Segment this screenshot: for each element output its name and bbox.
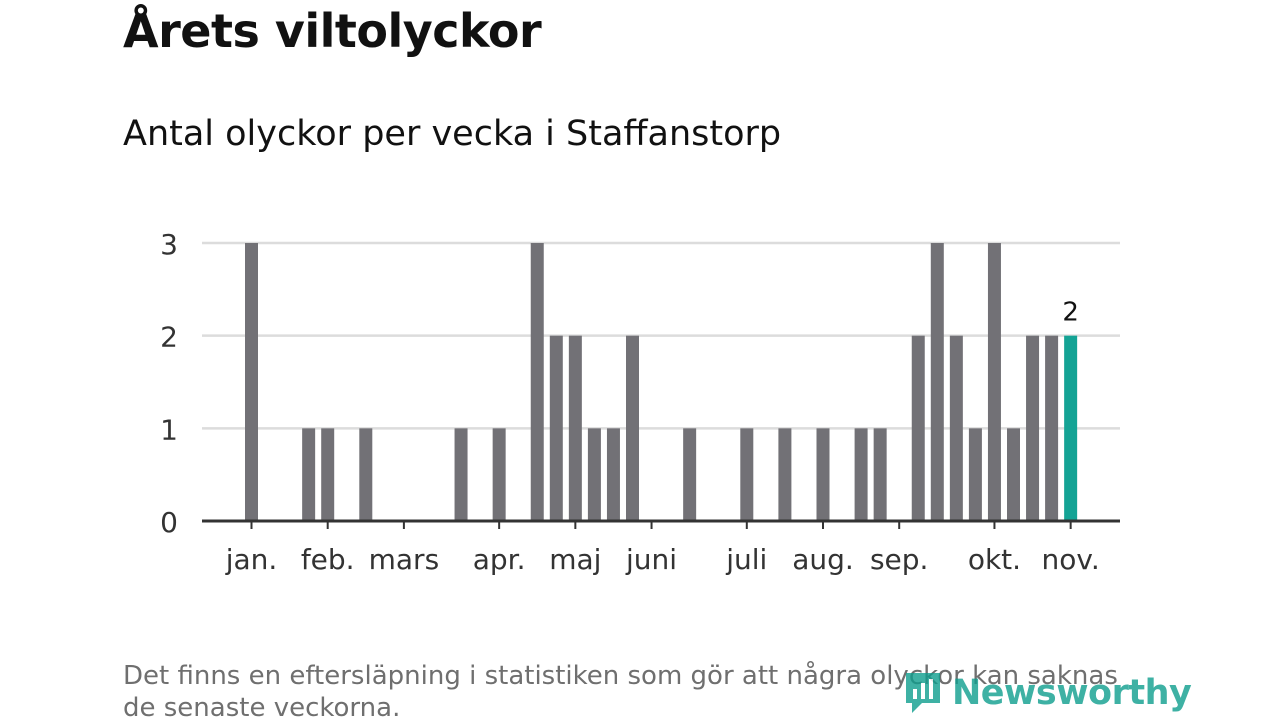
bar — [930, 243, 944, 521]
data-labels: 2 — [1062, 298, 1079, 328]
footnote: Det finns en eftersläpning i statistiken… — [123, 661, 1118, 720]
x-tick-label: juni — [625, 543, 677, 576]
bar — [530, 243, 544, 521]
bar — [321, 428, 335, 521]
bar — [568, 335, 582, 521]
bar — [778, 428, 792, 521]
x-tick-label: sep. — [870, 543, 929, 576]
bar — [873, 428, 887, 521]
bar — [1045, 335, 1059, 521]
bar — [302, 428, 316, 521]
bar — [626, 335, 639, 521]
bar — [1007, 428, 1020, 521]
bar — [683, 428, 697, 521]
x-tick-label: feb. — [301, 543, 355, 576]
data-label-highlight: 2 — [1062, 298, 1079, 328]
bar — [854, 428, 868, 521]
bar-chart: 0 1 2 3 jan. feb. mars apr. maj juni juli aug. sep.… — [160, 228, 1120, 576]
page-title: Årets viltolyckor — [123, 4, 542, 58]
bar-highlight — [1064, 335, 1078, 521]
bar — [1026, 335, 1040, 521]
bar — [816, 428, 830, 521]
bar — [740, 428, 754, 521]
y-tick-label-0: 0 — [160, 506, 178, 539]
x-tick-label: aug. — [792, 543, 854, 576]
x-tick-label: juli — [725, 543, 767, 576]
x-tick-label: okt. — [968, 543, 1021, 576]
newsworthy-logo: Newsworthy — [902, 668, 1192, 718]
y-tick-label-2: 2 — [160, 321, 178, 354]
x-tick-label: nov. — [1042, 543, 1100, 576]
bars — [245, 243, 1078, 521]
newsworthy-logo-text: Newsworthy — [952, 673, 1192, 713]
bar — [987, 243, 1001, 521]
x-axis-ticks: jan. feb. mars apr. maj juni juli aug. sep. okt. n… — [225, 521, 1100, 576]
y-tick-label-1: 1 — [160, 413, 178, 446]
gridlines — [202, 241, 1120, 430]
x-tick-label: mars — [369, 543, 440, 576]
x-tick-label: maj — [549, 543, 601, 576]
bar — [911, 335, 925, 521]
bar — [549, 335, 563, 521]
y-tick-label-3: 3 — [160, 228, 178, 261]
chart-subtitle: Antal olyckor per vecka i Staffanstorp — [123, 114, 782, 154]
bar — [359, 428, 373, 521]
bar — [245, 243, 258, 521]
bar — [949, 335, 963, 521]
x-tick-label: apr. — [473, 543, 526, 576]
x-tick-label: jan. — [225, 543, 278, 576]
bar — [454, 428, 468, 521]
y-axis-ticks: 0 1 2 3 — [160, 228, 178, 539]
bar — [606, 428, 620, 521]
bar — [968, 428, 982, 521]
bar — [587, 428, 601, 521]
newsworthy-logo-icon — [906, 673, 940, 713]
bar — [492, 428, 506, 521]
